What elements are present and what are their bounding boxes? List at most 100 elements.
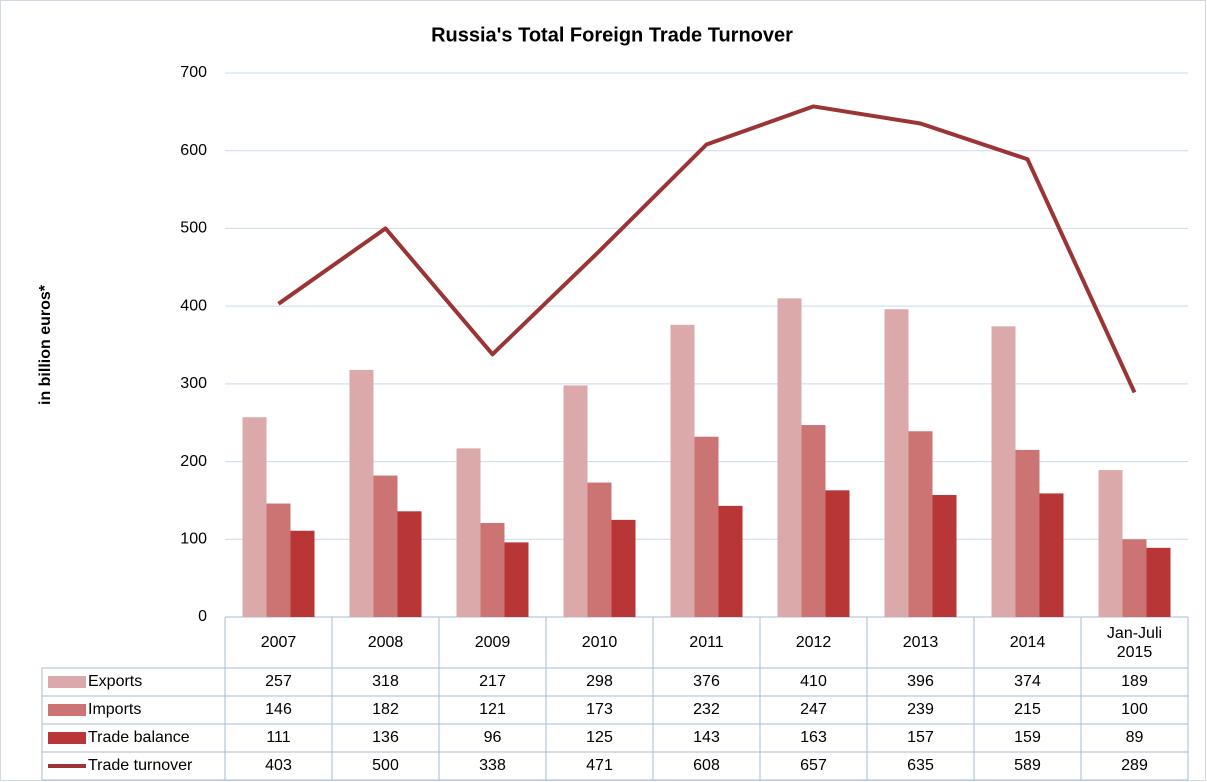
bar (611, 519, 636, 617)
legend-label: Trade balance (88, 729, 190, 746)
y-tick-label: 400 (180, 297, 207, 314)
table-value: 217 (479, 673, 506, 690)
bar (587, 482, 612, 617)
y-tick-label: 100 (180, 531, 207, 548)
legend-label: Trade turnover (88, 757, 193, 774)
table-value: 657 (800, 757, 827, 774)
x-tick-label-box: 2012 (760, 617, 867, 668)
bar (694, 436, 719, 617)
x-tick-label-box: Jan-Juli 2015 (1081, 617, 1188, 668)
bar (480, 522, 505, 617)
x-tick-label-cell: Jan-Juli 2015 (1081, 617, 1188, 668)
x-tick-label-cell: 2010 (546, 617, 653, 668)
table-value: 121 (479, 701, 506, 718)
table-value: 173 (586, 701, 613, 718)
table-value: 189 (1121, 673, 1148, 690)
x-tick-label: 2011 (689, 634, 724, 651)
x-tick-label-cell: 2007 (225, 617, 332, 668)
table-value: 298 (586, 673, 613, 690)
y-tick-label: 200 (180, 453, 207, 470)
x-tick-label: 2013 (902, 634, 939, 651)
table-value: 257 (265, 673, 292, 690)
table-value: 376 (693, 673, 720, 690)
table-value: 232 (693, 701, 720, 718)
x-tick-label-box: 2009 (439, 617, 546, 668)
bar (825, 490, 850, 617)
legend-label: Imports (88, 701, 141, 718)
table-value: 89 (1126, 729, 1144, 746)
table-value: 396 (907, 673, 934, 690)
table-value: 403 (265, 757, 292, 774)
table-value: 239 (907, 701, 934, 718)
table-value: 111 (266, 729, 290, 746)
bar (884, 309, 909, 617)
x-tick-label-cell: 2012 (760, 617, 867, 668)
bar (777, 298, 802, 617)
x-tick-label: 2008 (367, 634, 404, 651)
table-value: 146 (265, 701, 292, 718)
table-value: 471 (586, 757, 613, 774)
x-tick-label-cell: 2011 (653, 617, 760, 668)
table-value: 136 (372, 729, 399, 746)
table-value: 608 (693, 757, 720, 774)
bar (1146, 547, 1171, 617)
bar (1039, 493, 1064, 617)
bar (290, 530, 315, 617)
x-tick-label-cell: 2013 (867, 617, 974, 668)
bar (1122, 539, 1147, 617)
legend-swatch (48, 704, 86, 716)
table-value: 157 (907, 729, 934, 746)
table-value: 100 (1121, 701, 1148, 718)
table-value: 410 (800, 673, 827, 690)
bar (504, 542, 529, 617)
bar (242, 417, 267, 617)
bar (1015, 449, 1040, 617)
x-tick-label-box: 2008 (332, 617, 439, 668)
table-value: 318 (372, 673, 399, 690)
x-tick-label: 2010 (581, 634, 618, 651)
table-value: 96 (484, 729, 502, 746)
table-value: 589 (1014, 757, 1041, 774)
line (277, 104, 1137, 394)
bar (563, 385, 588, 617)
y-tick-label: 700 (180, 64, 207, 81)
bar (266, 503, 291, 617)
x-tick-label: 2009 (474, 634, 511, 651)
table-value: 247 (800, 701, 827, 718)
table-value: 163 (800, 729, 827, 746)
y-tick-label: 300 (180, 375, 207, 392)
y-axis-label: in billion euros* (37, 284, 54, 405)
chart-title: Russia's Total Foreign Trade Turnover (431, 24, 793, 46)
x-tick-label-box: 2007 (225, 617, 332, 668)
y-tick-label: 0 (198, 608, 207, 625)
x-tick-label-cell: 2008 (332, 617, 439, 668)
y-tick-label: 500 (180, 220, 207, 237)
table-value: 143 (693, 729, 720, 746)
bar (397, 511, 422, 617)
table-value: 125 (586, 729, 613, 746)
table-value: 182 (372, 701, 399, 718)
legend-swatch (48, 732, 86, 744)
bar (456, 448, 481, 617)
bar (349, 369, 374, 617)
bar (670, 324, 695, 617)
bar (908, 431, 933, 617)
x-tick-label: Jan-Juli 2015 (1106, 624, 1163, 661)
legend-label: Exports (88, 673, 142, 690)
x-tick-label-box: 2013 (867, 617, 974, 668)
table-value: 215 (1014, 701, 1041, 718)
x-tick-label: 2014 (1009, 634, 1046, 651)
table-value: 635 (907, 757, 934, 774)
bar (932, 494, 957, 617)
bar (991, 326, 1016, 617)
x-tick-label-box: 2011 (653, 617, 760, 668)
table-value: 159 (1014, 729, 1041, 746)
x-tick-label-cell: 2009 (439, 617, 546, 668)
x-tick-label: 2012 (795, 634, 832, 651)
x-tick-label-cell: 2014 (974, 617, 1081, 668)
bar (373, 475, 398, 617)
x-tick-label: 2007 (260, 634, 297, 651)
x-tick-label-box: 2010 (546, 617, 653, 668)
x-tick-label-box: 2014 (974, 617, 1081, 668)
